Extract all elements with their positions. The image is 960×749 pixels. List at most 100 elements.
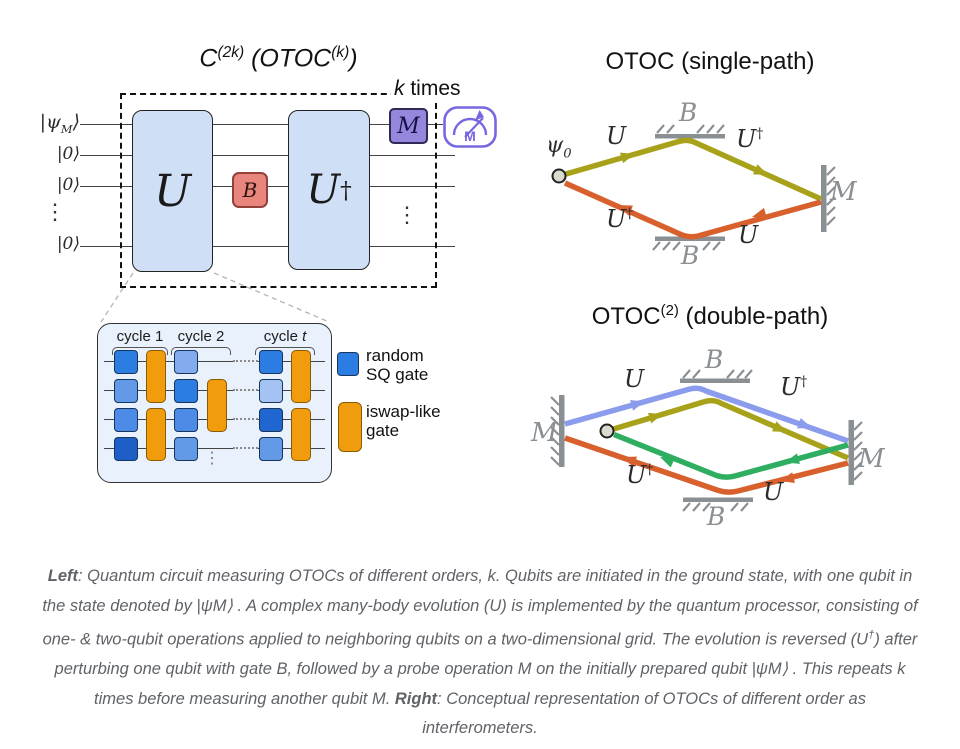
u-dagger-sup: † xyxy=(756,126,764,142)
legend-sq-swatch xyxy=(337,352,359,376)
sq-gate xyxy=(114,408,138,432)
psi0-label: ψ0 xyxy=(546,133,572,161)
arrow-olive xyxy=(752,164,768,175)
legend-sq-text: random SQ gate xyxy=(366,346,428,384)
qubit-label-psi: |ψM⟩ xyxy=(18,111,80,136)
m-label-right: M xyxy=(830,177,857,207)
legend-sq-line1: random xyxy=(366,346,424,365)
b-gate-label: B xyxy=(242,178,258,202)
caption-part1: : Quantum circuit measuring OTOCs of dif… xyxy=(42,567,918,649)
double-path-title: OTOC(2) (double-path) xyxy=(545,303,875,331)
cycle-t-pre: cycle xyxy=(263,328,303,345)
u-dagger-sup: † xyxy=(800,374,808,390)
path-return-orange xyxy=(563,180,822,240)
u-dagger-gate: U † xyxy=(288,110,370,270)
u-label-bottom-right: U xyxy=(763,478,784,506)
single-path-svg xyxy=(551,124,836,251)
u-label-top-left: U xyxy=(606,122,627,150)
iswap-gate xyxy=(291,408,311,461)
cycle-wire-dotted xyxy=(233,447,258,449)
arrow-olive xyxy=(771,421,787,432)
k-times-rest: times xyxy=(404,77,461,100)
b-label-top: B xyxy=(678,98,698,127)
arrow-green xyxy=(660,457,676,468)
path-green-inner-bottom xyxy=(612,431,849,480)
mirror-b-top xyxy=(655,124,725,139)
double-path-diagram: M M B B U U† U† U xyxy=(530,345,930,545)
mirror-m-right xyxy=(848,420,863,485)
meter-needle-arrowhead xyxy=(475,110,484,121)
arrow-orange xyxy=(752,207,767,219)
caption-dagger: † xyxy=(868,629,875,641)
circuit-wire xyxy=(80,246,455,247)
initial-state-dot xyxy=(599,423,615,439)
psi0-base: ψ xyxy=(546,133,564,158)
u-dagger-sup: † xyxy=(340,176,352,204)
meter-needle xyxy=(464,117,484,138)
u-dagger-base: U xyxy=(736,125,757,153)
u-dagger-label-top-right: U† xyxy=(736,125,763,153)
arrow-orange xyxy=(622,456,638,467)
caption-right-bold: Right xyxy=(394,689,438,708)
meter-icon xyxy=(443,106,497,148)
cycle-wire xyxy=(104,361,233,362)
u-gate-label: U xyxy=(153,165,192,217)
path-forward-olive xyxy=(558,137,823,202)
sq-gate xyxy=(174,379,198,403)
k-times-label: k times xyxy=(391,77,464,101)
cycle-wire-dotted xyxy=(233,360,258,362)
iswap-gate xyxy=(291,350,311,403)
u-dagger-base: U xyxy=(606,205,627,233)
mirror-m-left xyxy=(550,395,565,467)
iswap-gate xyxy=(146,350,166,403)
u-label-bottom-right: U xyxy=(738,221,759,249)
m-gate-label: M xyxy=(397,113,420,139)
iswap-gate xyxy=(146,408,166,461)
cycle-2-label: cycle 2 xyxy=(177,328,225,345)
cycle-bracket xyxy=(171,347,231,355)
sq-gate xyxy=(174,437,198,461)
initial-state-dot xyxy=(551,168,567,184)
cycle-vertical-ellipsis: ⋮ xyxy=(204,450,220,467)
cycle-1-label: cycle 1 xyxy=(116,328,164,345)
arrow-olive xyxy=(648,412,663,424)
arrow-blue xyxy=(796,418,812,429)
arrow-olive xyxy=(620,152,635,164)
single-path-title: OTOC (single-path) xyxy=(605,48,815,75)
circuit-title-mid: (OTOC xyxy=(244,44,332,73)
sq-gate xyxy=(114,379,138,403)
mirror-m-right xyxy=(821,165,836,232)
m-label-left: M xyxy=(531,418,558,448)
u-label-top-left: U xyxy=(624,365,645,393)
cycle-bracket xyxy=(112,347,168,355)
zoom-connector-lines xyxy=(100,272,330,323)
qubit-psi-pre: |ψ xyxy=(39,111,61,133)
repeat-dashed-box xyxy=(120,93,437,288)
meter-m-label: M xyxy=(464,128,476,144)
u-dagger-label-bottom-left: U† xyxy=(606,205,633,233)
arrow-blue xyxy=(630,400,645,411)
zoom-line-left xyxy=(100,272,134,323)
qubit-label-zero: |0⟩ xyxy=(56,234,80,254)
cycle-wire xyxy=(104,448,233,449)
qubit-psi-sub: M xyxy=(60,121,73,136)
cycle-wire xyxy=(104,419,233,420)
sq-gate xyxy=(114,437,138,461)
arrow-orange xyxy=(618,205,634,216)
sq-gate xyxy=(259,350,283,374)
caption-left-bold: Left xyxy=(47,567,78,585)
circuit-wire xyxy=(80,155,455,156)
double-path-title-base: OTOC xyxy=(591,303,661,330)
sq-gate xyxy=(174,408,198,432)
caption-part2: ) after perturbing one qubit with gate B… xyxy=(54,630,918,708)
path-blue-outer-top xyxy=(564,385,849,444)
zoom-line-right xyxy=(213,272,330,323)
qubit-label-zero: |0⟩ xyxy=(56,175,80,195)
qubit-ellipsis: ⋮ xyxy=(44,200,66,225)
u-dagger-label-bottom-left: U† xyxy=(626,461,653,489)
legend-iswap-line1: iswap-like xyxy=(366,402,441,421)
arrow-orange xyxy=(780,472,795,483)
double-path-svg xyxy=(550,369,863,512)
legend-iswap-line2: gate xyxy=(366,421,400,440)
